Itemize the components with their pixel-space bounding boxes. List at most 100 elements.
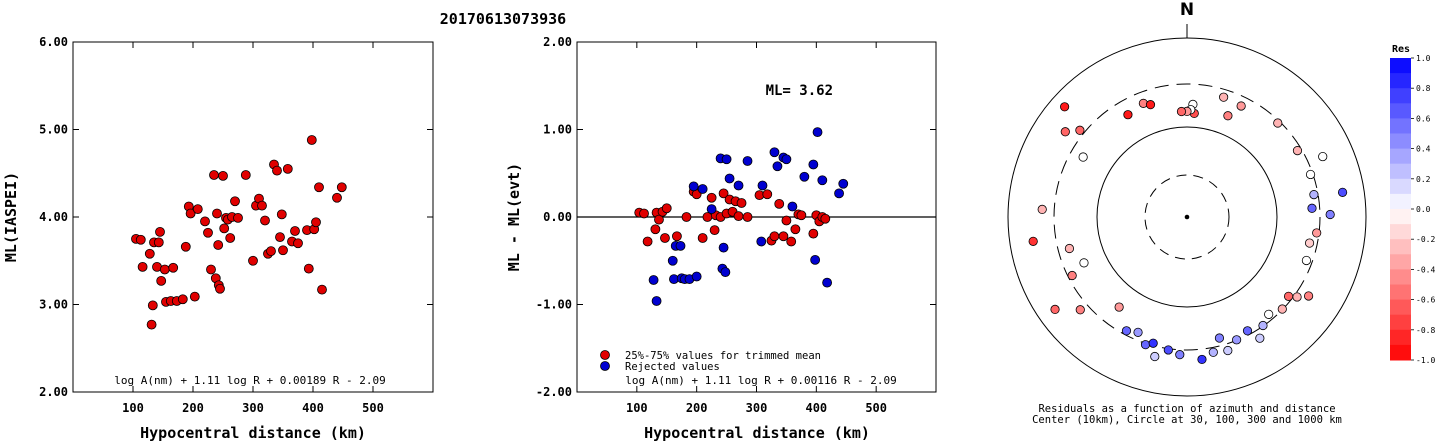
data-point [230, 196, 240, 207]
data-point [185, 208, 196, 219]
station-marker [1114, 302, 1124, 312]
azimuth-panel: N Residuals as a function of azimuth and… [1007, 0, 1367, 426]
legend-rejected-marker [600, 361, 610, 371]
y-tick-label: 2.00 [543, 35, 572, 49]
data-point [838, 178, 849, 189]
station-marker [1197, 354, 1207, 365]
station-marker [1060, 127, 1070, 137]
legend-trimmed-marker [600, 350, 610, 360]
x-tick-label: 200 [182, 401, 204, 415]
station-marker [1078, 152, 1088, 162]
data-point [275, 232, 285, 243]
data-point [225, 233, 236, 243]
x-tick-label: 500 [362, 401, 384, 415]
data-point [272, 165, 282, 176]
data-point [718, 188, 729, 199]
station-marker [1236, 101, 1246, 111]
colorbar-tick-label: 0.0 [1416, 205, 1431, 214]
station-marker [1067, 270, 1077, 281]
colorbar-tick-label: 0.8 [1416, 84, 1431, 93]
station-marker [1163, 345, 1173, 355]
data-point [153, 237, 164, 248]
data-point [688, 181, 699, 192]
data-point [681, 212, 692, 222]
data-point [772, 161, 783, 172]
data-point [200, 216, 210, 227]
station-marker [1148, 338, 1158, 348]
data-point [213, 240, 224, 250]
station-marker [1258, 320, 1268, 331]
ring-1000km [1007, 37, 1367, 397]
ml-distance-panel: 100 200 300 400 500 2.00 3.00 4.00 5.00 6.00 log … [2, 35, 434, 441]
station-marker [1273, 118, 1283, 128]
data-point [675, 240, 686, 251]
data-point [720, 267, 731, 278]
ml-distance-formula: log A(nm) + 1.11 log R + 0.00189 R - 2.0… [114, 374, 386, 387]
data-point [817, 175, 828, 186]
data-point [660, 233, 670, 243]
data-point [742, 156, 753, 166]
ring-30km [1144, 174, 1230, 260]
station-marker [1064, 243, 1075, 254]
data-point [336, 182, 347, 193]
data-point [808, 228, 819, 239]
colorbar-cell [1390, 254, 1411, 270]
station-marker [1309, 190, 1319, 200]
data-point [317, 284, 327, 295]
station-marker [1219, 92, 1229, 102]
data-point [209, 170, 219, 180]
data-point [742, 212, 753, 222]
colorbar-cell [1390, 209, 1411, 225]
station-marker [1304, 238, 1315, 248]
data-point [762, 189, 773, 200]
x-tick-label: 300 [242, 401, 264, 415]
station-marker [1318, 151, 1328, 162]
data-point [332, 192, 342, 203]
data-point [781, 215, 792, 226]
data-point [672, 231, 682, 242]
station-marker [1292, 146, 1303, 156]
colorbar-tick-label: -1.0 [1416, 356, 1435, 365]
y-tick-label: 6.00 [39, 35, 68, 49]
data-point [820, 213, 831, 224]
azimuth-caption-line2: Center (10km), Circle at 30, 100, 300 an… [1032, 414, 1342, 426]
data-point [293, 238, 303, 249]
colorbar-tick-label: -0.2 [1416, 235, 1435, 244]
station-marker [1079, 258, 1089, 268]
y-tick-label: 3.00 [39, 298, 68, 312]
y-tick-label: -2.00 [536, 385, 572, 399]
x-tick-label: 400 [805, 401, 827, 415]
data-point [155, 226, 165, 237]
data-point [808, 159, 819, 170]
station-marker [1075, 305, 1085, 315]
station-marker [1242, 326, 1253, 336]
data-point [769, 147, 780, 158]
data-point [697, 233, 708, 243]
epicenter-marker [1184, 214, 1190, 220]
colorbar-tick-label: 0.2 [1416, 175, 1431, 184]
data-point [757, 180, 768, 191]
colorbar-tick-label: -0.6 [1416, 296, 1435, 305]
station-marker [1277, 304, 1287, 314]
data-point [778, 231, 789, 242]
data-point [290, 226, 300, 236]
colorbar-cell [1390, 224, 1411, 240]
station-marker [1232, 335, 1242, 345]
data-point [219, 223, 230, 234]
colorbar-cell [1390, 284, 1411, 301]
data-point [306, 135, 317, 145]
data-point [706, 192, 717, 203]
data-point [257, 200, 267, 211]
residual-colorbar: Res 1.0 0.8 0.6 0.4 0.2 0.0 -0.2 -0.4 -0.6 -0.8 -1… [1390, 44, 1435, 365]
station-marker [1140, 340, 1151, 350]
ring-300km [1053, 83, 1321, 351]
colorbar-cell [1390, 133, 1411, 150]
y-tick-label: 5.00 [39, 123, 68, 137]
data-point [790, 224, 801, 235]
data-point [215, 283, 225, 294]
residual-distance-panel: 100 200 300 400 500 -2.00 -1.00 0.00 1.00 2.00 ML… [505, 35, 937, 441]
data-point [654, 214, 664, 225]
colorbar-cell [1390, 239, 1411, 255]
colorbar-cell [1390, 193, 1411, 210]
x-tick-label: 500 [865, 401, 887, 415]
